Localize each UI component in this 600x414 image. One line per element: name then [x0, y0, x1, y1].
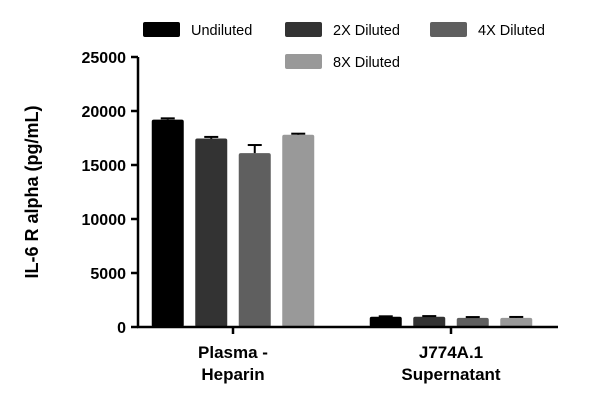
bar	[369, 316, 402, 327]
legend-swatch	[285, 54, 322, 69]
legend-label: 2X Diluted	[333, 23, 400, 39]
legend-swatch	[285, 22, 322, 37]
x-category-label: Plasma -	[198, 343, 268, 362]
legend-label: 8X Diluted	[333, 55, 400, 71]
bar	[413, 316, 446, 327]
legend: Undiluted 2X Diluted 4X Diluted 8X Diluted	[143, 22, 545, 71]
bars	[151, 117, 533, 327]
legend-item: 8X Diluted	[285, 54, 400, 71]
x-axis: Plasma - Heparin J774A.1 Supernatant	[137, 325, 558, 384]
bar	[500, 317, 533, 327]
bar	[151, 119, 184, 327]
legend-swatch	[430, 22, 467, 37]
x-category-label: Supernatant	[401, 365, 501, 384]
legend-swatch	[143, 22, 180, 37]
y-tick-label: 15000	[82, 158, 127, 175]
y-axis-title: IL-6 R alpha (pg/mL)	[22, 105, 42, 278]
legend-item: 4X Diluted	[430, 22, 545, 39]
legend-label: Undiluted	[191, 23, 252, 39]
y-tick-label: 20000	[82, 104, 127, 121]
y-tick-label: 5000	[90, 266, 126, 283]
legend-item: Undiluted	[143, 22, 252, 39]
legend-label: 4X Diluted	[478, 23, 545, 39]
y-tick-label: 10000	[82, 212, 127, 229]
x-category-label: Heparin	[201, 365, 264, 384]
y-tick-label: 25000	[82, 50, 127, 67]
bar	[456, 317, 489, 327]
bar	[238, 153, 271, 327]
bar	[282, 134, 315, 327]
legend-item: 2X Diluted	[285, 22, 400, 39]
y-axis: 0 5000 10000 15000 20000 25000	[82, 50, 140, 337]
x-category-label: J774A.1	[419, 343, 483, 362]
y-tick-label: 0	[117, 320, 126, 337]
bar	[195, 138, 228, 327]
